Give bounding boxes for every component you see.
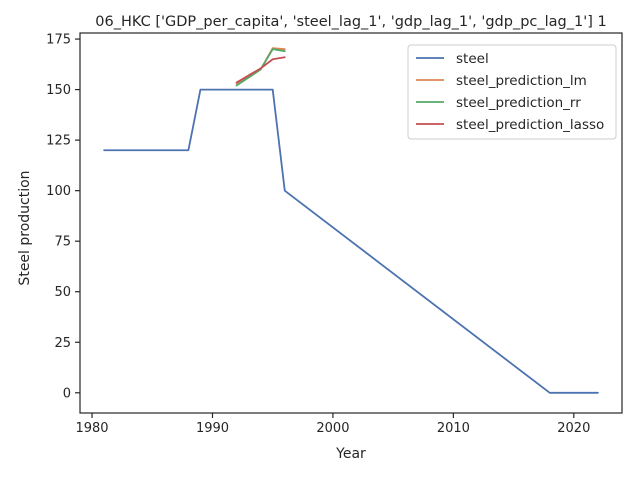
y-tick-label: 175	[46, 33, 71, 48]
x-tick-label: 2010	[437, 421, 470, 436]
legend-box	[407, 44, 617, 140]
y-tick-label: 50	[54, 285, 71, 300]
series-layer	[103, 47, 599, 394]
x-tick-label: 2020	[557, 421, 590, 436]
series-line-steel-prediction-lasso	[235, 56, 286, 84]
y-axis-label: Steel production	[17, 170, 33, 285]
x-tick-label: 1980	[75, 421, 108, 436]
x-tick-label: 1990	[196, 421, 229, 436]
legend-label-steel-prediction-lasso: steel_prediction_lasso	[456, 117, 604, 133]
legend-label-steel: steel	[456, 51, 489, 67]
y-tick-label: 0	[63, 386, 71, 401]
series-line-steel	[103, 88, 599, 394]
y-tick-label: 125	[46, 134, 71, 149]
legend-label-steel-prediction-rr: steel_prediction_rr	[456, 95, 581, 111]
y-tick-label: 75	[54, 235, 71, 250]
x-axis-label: Year	[335, 446, 366, 462]
y-tick-label: 25	[54, 336, 71, 351]
chart-title: 06_HKC ['GDP_per_capita', 'steel_lag_1',…	[95, 14, 606, 30]
y-tick-label: 150	[46, 83, 71, 98]
y-tick-label: 100	[46, 184, 71, 199]
legend-label-steel-prediction-lm: steel_prediction_lm	[456, 73, 587, 89]
axes-frame	[79, 32, 623, 414]
axes-layer: 1980 1990 2000 2010 2020 0 25 50 75 100 125 150 175	[46, 32, 623, 436]
legend: steel steel_prediction_lm steel_prediction…	[407, 44, 617, 140]
x-tick-label: 2000	[316, 421, 349, 436]
